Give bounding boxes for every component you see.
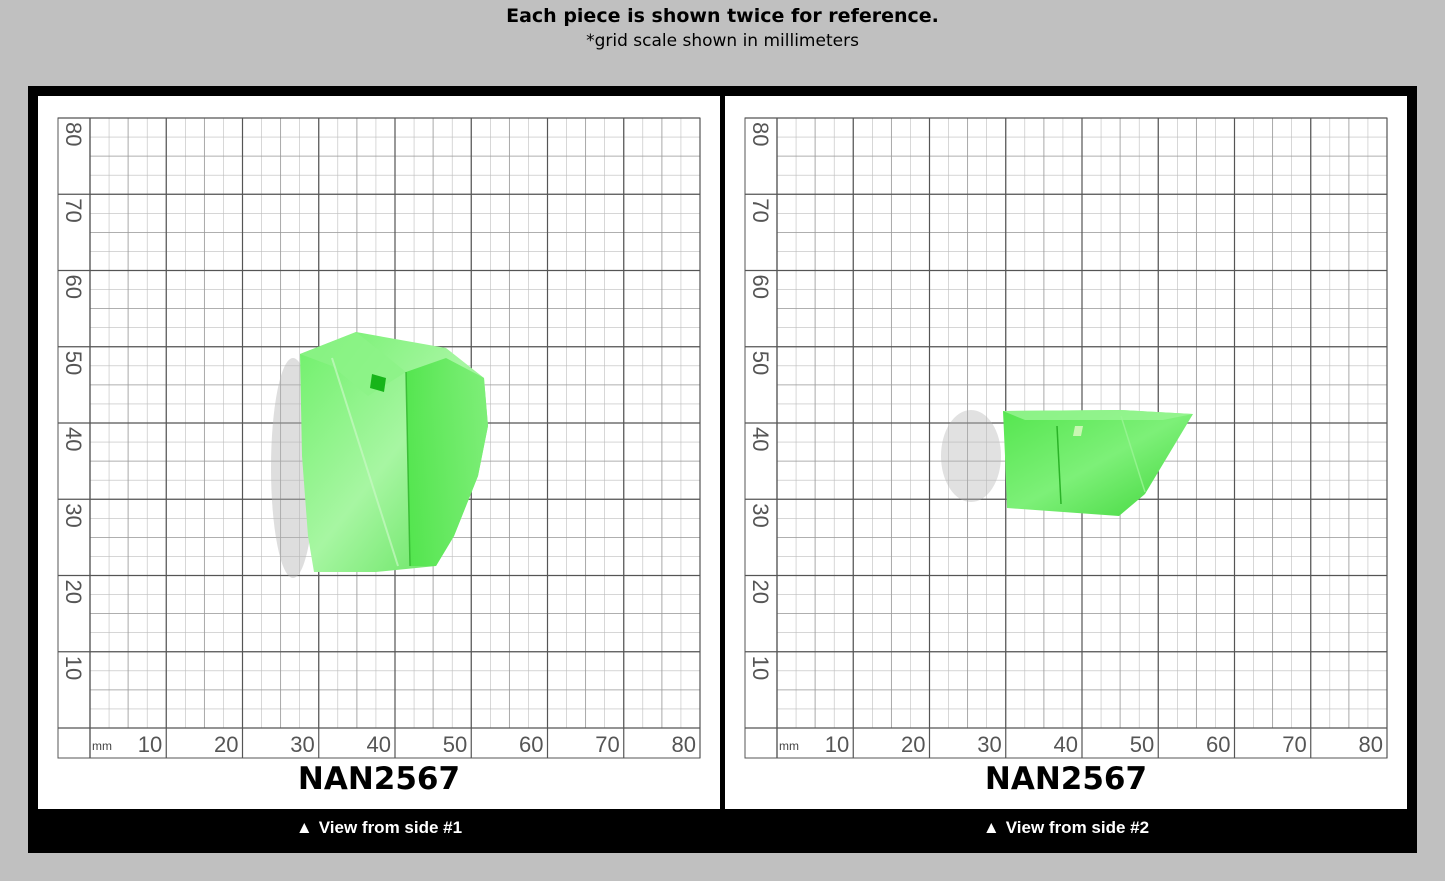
panel-side-1: mm 10 20 30 40 50 60 70 80 10 20 30 40 50 60 70 80	[38, 96, 720, 809]
x-tick-label: 20	[214, 732, 238, 757]
mm-grid: mm 10 20 30 40 50 60 70 80 10 20 30 40 50 60 70 80	[744, 117, 1388, 759]
caption-text: View from side #2	[1005, 818, 1150, 837]
y-tick-label: 70	[61, 198, 86, 222]
y-tick-label: 80	[748, 122, 773, 146]
specimen-code: NAN2567	[984, 761, 1148, 797]
green-crystal-specimen-side-1	[271, 332, 488, 578]
specimen-code: NAN2567	[297, 761, 461, 797]
y-tick-label: 20	[61, 580, 86, 604]
x-tick-label: 30	[977, 732, 1001, 757]
y-tick-label: 50	[61, 351, 86, 375]
x-tick-label: 10	[825, 732, 849, 757]
x-tick-label: 20	[901, 732, 925, 757]
x-tick-label: 60	[1206, 732, 1230, 757]
x-tick-label: 80	[1359, 732, 1383, 757]
x-tick-label: 70	[1282, 732, 1306, 757]
x-tick-label: 60	[519, 732, 543, 757]
y-tick-label: 50	[748, 351, 773, 375]
x-tick-label: 70	[595, 732, 619, 757]
unit-label: mm	[779, 739, 799, 753]
y-tick-label: 20	[748, 580, 773, 604]
caption-side-1: ▲ View from side #1	[38, 816, 720, 840]
x-tick-label: 50	[443, 732, 467, 757]
y-tick-label: 30	[748, 503, 773, 527]
x-tick-label: 10	[138, 732, 162, 757]
panel-side-2: mm 10 20 30 40 50 60 70 80 10 20 30 40 50 60 70 80 NAN25…	[725, 96, 1407, 809]
y-tick-label: 30	[61, 503, 86, 527]
x-tick-label: 40	[1054, 732, 1078, 757]
mm-grid: mm 10 20 30 40 50 60 70 80 10 20 30 40 50 60 70 80	[57, 117, 701, 759]
y-tick-label: 60	[748, 275, 773, 299]
y-tick-label: 70	[748, 198, 773, 222]
y-tick-label: 10	[61, 656, 86, 680]
photo-frame: mm 10 20 30 40 50 60 70 80 10 20 30 40 50 60 70 80	[28, 86, 1417, 853]
y-tick-label: 60	[61, 275, 86, 299]
triangle-up-icon: ▲	[295, 818, 313, 837]
y-tick-label: 40	[61, 427, 86, 451]
triangle-up-icon: ▲	[982, 818, 1000, 837]
x-tick-label: 30	[290, 732, 314, 757]
caption-text: View from side #1	[318, 818, 463, 837]
page-subtitle: *grid scale shown in millimeters	[586, 31, 859, 51]
x-tick-label: 80	[672, 732, 696, 757]
y-tick-label: 80	[61, 122, 86, 146]
caption-side-2: ▲ View from side #2	[725, 816, 1407, 840]
y-tick-label: 10	[748, 656, 773, 680]
header: Each piece is shown twice for reference.…	[0, 0, 1445, 86]
page-title: Each piece is shown twice for reference.	[506, 5, 939, 27]
y-tick-label: 40	[748, 427, 773, 451]
x-tick-label: 50	[1130, 732, 1154, 757]
green-crystal-specimen-side-2	[941, 410, 1193, 516]
unit-label: mm	[92, 739, 112, 753]
x-tick-label: 40	[367, 732, 391, 757]
